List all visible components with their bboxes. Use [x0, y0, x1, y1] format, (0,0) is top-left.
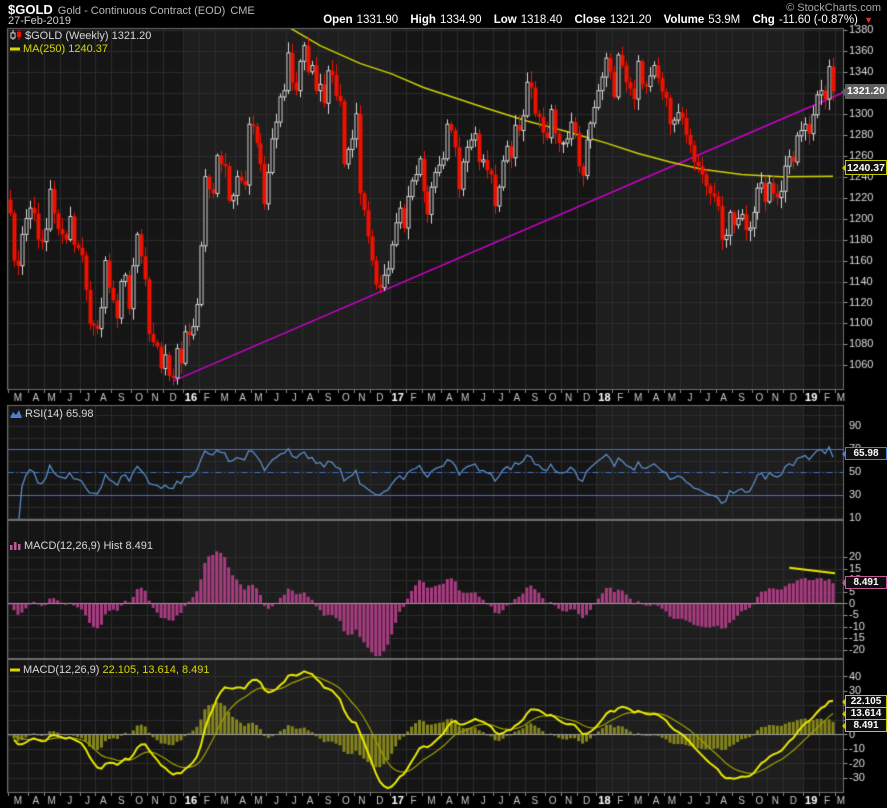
- rsi-legend: RSI(14) 65.98: [10, 408, 93, 422]
- macd-legend-values: 22.105, 13.614, 8.491: [102, 664, 210, 676]
- macd-legend: MACD(12,26,9) 22.105, 13.614, 8.491: [10, 664, 210, 678]
- close-label: Close: [574, 14, 606, 26]
- rsi-value-label: 65.98: [842, 447, 887, 460]
- ma-legend-text: MA(250) 1240.37: [23, 43, 108, 55]
- macd-hist-value-label: 8.491: [842, 719, 887, 732]
- low-label: Low: [493, 14, 517, 26]
- rsi-area-icon: [10, 409, 22, 422]
- open-value: 1331.90: [356, 14, 399, 26]
- instrument-name: Gold - Continuous Contract (EOD): [57, 5, 226, 17]
- high-value: 1334.90: [439, 14, 482, 26]
- hist-legend: MACD(12,26,9) Hist 8.491: [10, 540, 153, 554]
- chart-date: 27-Feb-2019: [8, 15, 71, 27]
- main-legend: $GOLD (Weekly) 1321.20: [10, 30, 151, 44]
- high-label: High: [410, 14, 436, 26]
- macd-line-icon: [10, 665, 20, 678]
- quote-bar: Open 1331.90 High 1334.90 Low 1318.40 Close…: [314, 14, 873, 26]
- histogram-icon: [10, 541, 21, 554]
- macd-legend-name: MACD(12,26,9): [23, 664, 100, 676]
- main-legend-text: $GOLD (Weekly) 1321.20: [25, 30, 152, 42]
- chg-label: Chg: [752, 14, 775, 26]
- exchange: CME: [230, 5, 255, 17]
- rsi-legend-text: RSI(14) 65.98: [25, 408, 94, 420]
- last-price-label: 1321.20: [841, 84, 887, 99]
- open-label: Open: [323, 14, 353, 26]
- candlestick-icon: [10, 30, 22, 44]
- low-value: 1318.40: [520, 14, 563, 26]
- volume-value: 53.9M: [708, 14, 741, 26]
- ma-value-label: 1240.37: [842, 160, 887, 175]
- chart-title: $GOLD Gold - Continuous Contract (EOD) CME: [8, 1, 255, 17]
- close-value: 1321.20: [609, 14, 652, 26]
- hist-value-label: 8.491: [842, 576, 887, 589]
- down-arrow-icon: ▼: [864, 15, 873, 25]
- chg-value: -11.60 (-0.87%): [778, 14, 858, 26]
- hist-legend-text: MACD(12,26,9) Hist 8.491: [24, 540, 153, 552]
- ma-legend: MA(250) 1240.37: [10, 43, 108, 57]
- ma-line-icon: [10, 44, 20, 57]
- volume-label: Volume: [663, 14, 705, 26]
- symbol: $GOLD: [8, 2, 53, 17]
- copyright: © StockCharts.com: [786, 2, 881, 14]
